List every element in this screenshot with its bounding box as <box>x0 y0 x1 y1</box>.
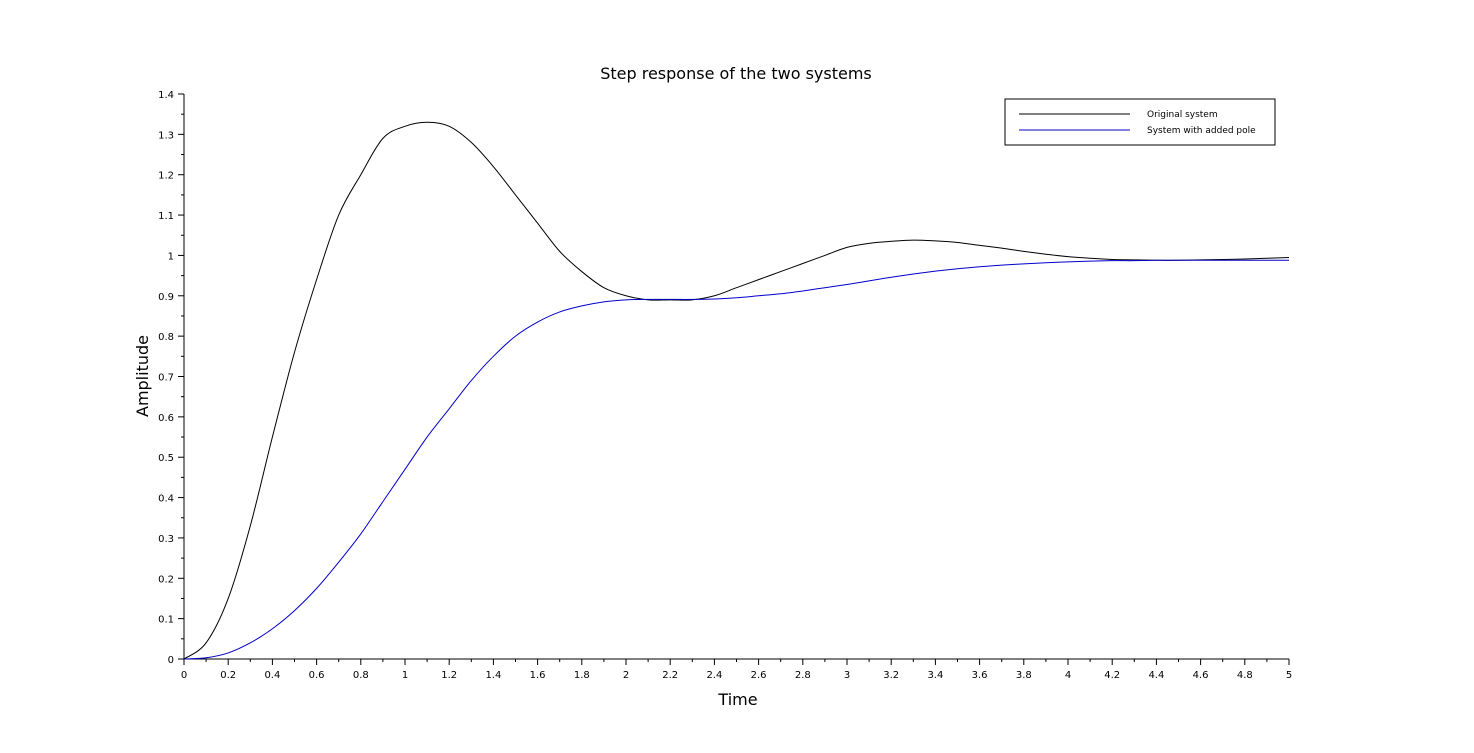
y-tick-label: 0.3 <box>158 534 174 545</box>
legend-label-original-system: Original system <box>1147 110 1218 120</box>
x-tick-label: 3.8 <box>1016 670 1032 681</box>
x-tick-label: 5 <box>1286 670 1292 681</box>
x-tick-label: 0.4 <box>264 670 280 681</box>
x-tick-label: 3.4 <box>927 670 943 681</box>
x-tick-label: 3.2 <box>883 670 899 681</box>
y-tick-label: 0.4 <box>158 494 174 505</box>
x-tick-label: 1.4 <box>485 670 501 681</box>
y-tick-label: 1 <box>168 251 174 262</box>
x-tick-label: 1.2 <box>441 670 457 681</box>
x-tick-label: 2 <box>623 670 629 681</box>
x-tick-label: 3 <box>844 670 850 681</box>
x-tick-label: 0 <box>181 670 187 681</box>
axes: 0 0.2 0.4 0.6 0.8 1 1.2 1.4 1.6 1.8 2 2.2 2.4 2.6 2.8 3… <box>158 90 1292 681</box>
x-tick-label: 2.4 <box>706 670 722 681</box>
y-tick-label: 1.2 <box>158 171 174 182</box>
series-original-system <box>183 121 1290 660</box>
y-tick-label: 0.5 <box>158 453 174 464</box>
y-tick-label: 1.4 <box>158 90 174 101</box>
x-tick-label: 4.8 <box>1237 670 1253 681</box>
x-tick-label: 0.6 <box>309 670 325 681</box>
y-tick-label: 0.6 <box>158 413 174 424</box>
chart-title: Step response of the two systems <box>600 64 872 83</box>
x-tick-label: 1 <box>402 670 408 681</box>
x-tick-label: 2.8 <box>795 670 811 681</box>
x-tick-label: 4 <box>1065 670 1071 681</box>
x-tick-label: 1.6 <box>530 670 546 681</box>
y-tick-label: 0.8 <box>158 332 174 343</box>
x-tick-label: 4.6 <box>1193 670 1209 681</box>
x-tick-label: 4.4 <box>1148 670 1164 681</box>
series-layer <box>183 121 1290 660</box>
x-tick-label: 2.6 <box>751 670 767 681</box>
x-tick-label: 4.2 <box>1104 670 1120 681</box>
y-tick-label: 0.7 <box>158 373 174 384</box>
y-tick-label: 0.9 <box>158 292 174 303</box>
legend-box <box>1004 98 1276 146</box>
x-tick-label: 0.8 <box>353 670 369 681</box>
legend-label-added-pole: System with added pole <box>1147 126 1256 136</box>
x-tick-label: 3.6 <box>972 670 988 681</box>
x-tick-label: 2.2 <box>662 670 678 681</box>
y-tick-label: 1.3 <box>158 130 174 141</box>
y-axis-label: Amplitude <box>133 335 152 417</box>
y-tick-label: 1.1 <box>158 211 174 222</box>
y-tick-label: 0 <box>168 655 174 666</box>
y-tick-label: 0.2 <box>158 574 174 585</box>
y-tick-label: 0.1 <box>158 615 174 626</box>
x-tick-label: 0.2 <box>220 670 236 681</box>
x-axis-label: Time <box>717 690 757 709</box>
legend: Original system System with added pole <box>1004 98 1276 146</box>
series-added-pole <box>183 259 1289 660</box>
x-tick-label: 1.8 <box>574 670 590 681</box>
